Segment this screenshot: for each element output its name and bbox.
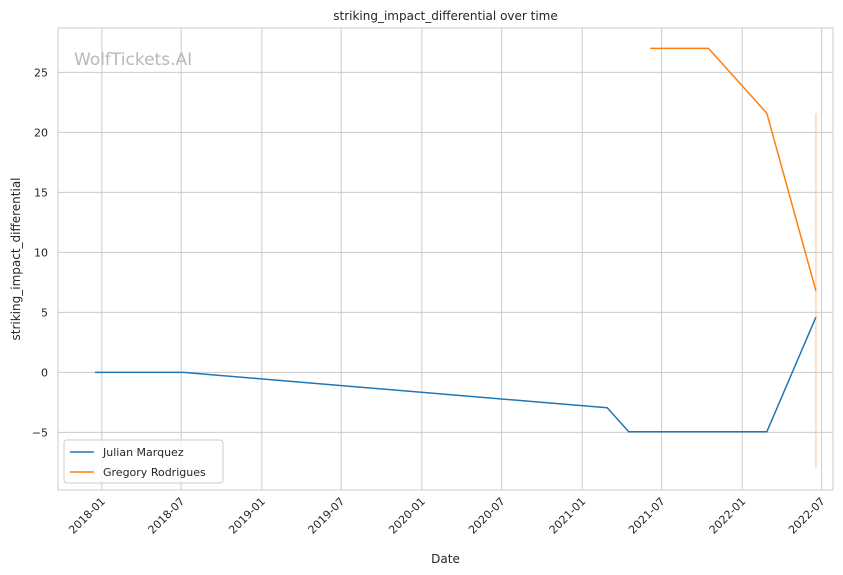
x-axis-title: Date bbox=[431, 552, 460, 566]
legend-box bbox=[63, 439, 224, 484]
y-tick-label: −5 bbox=[32, 426, 48, 439]
series-line-0 bbox=[94, 316, 817, 433]
y-tick-label: 5 bbox=[41, 306, 48, 319]
y-tick-label: 15 bbox=[34, 186, 48, 199]
y-tick-label: 10 bbox=[34, 246, 48, 259]
y-tick-labels: −5 0 5 10 15 20 25 bbox=[32, 66, 48, 439]
watermark: WolfTickets.AI bbox=[74, 50, 192, 70]
y-tick-label: 25 bbox=[34, 66, 48, 79]
legend-label: Gregory Rodrigues bbox=[103, 466, 206, 479]
series-line-1 bbox=[650, 47, 817, 291]
plot-frame bbox=[57, 27, 834, 491]
y-tick-label: 0 bbox=[41, 366, 48, 379]
y-axis-title: striking_impact_differential bbox=[9, 177, 23, 340]
chart-title: striking_impact_differential over time bbox=[333, 9, 558, 23]
legend: Julian Marquez Gregory Rodrigues bbox=[63, 439, 224, 484]
series-lines bbox=[94, 47, 817, 433]
y-tick-label: 20 bbox=[34, 126, 48, 139]
legend-label: Julian Marquez bbox=[102, 446, 184, 459]
